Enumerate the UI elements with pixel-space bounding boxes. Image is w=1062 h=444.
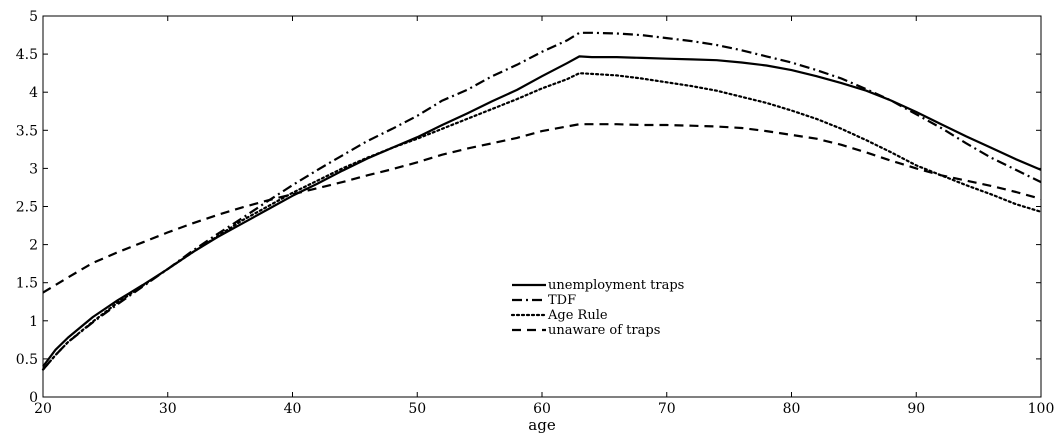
y-tick-label: 3 (29, 161, 38, 177)
x-tick-label: 30 (159, 401, 177, 417)
y-tick-label: 4 (29, 85, 38, 101)
x-tick-label: 70 (658, 401, 676, 417)
series-line-unaware-of-traps (42, 123, 1042, 294)
y-tick-label: 2.5 (16, 200, 38, 216)
y-tick-label: 2 (29, 238, 38, 254)
x-tick-label: 80 (783, 401, 801, 417)
y-tick-label: 5 (29, 9, 38, 25)
legend-label-unaware-of-traps: unaware of traps (548, 323, 660, 338)
x-tick-label: 90 (907, 401, 925, 417)
legend-label-unemployment-traps: unemployment traps (548, 278, 684, 293)
plot-frame (42, 15, 1042, 398)
y-tick-label: 1.5 (16, 276, 38, 292)
x-tick-label: 50 (408, 401, 426, 417)
legend-label-age-rule: Age Rule (547, 308, 608, 323)
series-line-age-rule (41, 72, 1043, 371)
x-tick-label: 40 (284, 401, 302, 417)
y-tick-label: 3.5 (16, 123, 38, 139)
series-layer (41, 31, 1043, 371)
series-line-unemployment-traps (42, 55, 1042, 368)
x-tick-label: 60 (533, 401, 551, 417)
series-line-tdf (42, 31, 1042, 371)
x-tick-label: 20 (34, 401, 52, 417)
legend-label-tdf: TDF (548, 293, 576, 308)
y-tick-label: 0 (29, 390, 38, 406)
x-axis-label: age (528, 416, 556, 434)
y-tick-label: 4.5 (16, 47, 38, 63)
ticks-layer: 20 30 40 50 60 70 80 90 100 0 0.5 1 1.5 2 2.5 3 3.5 4 4.5 5 (16, 9, 1055, 417)
y-tick-label: 1 (29, 314, 38, 330)
x-tick-label: 100 (1028, 401, 1055, 417)
y-tick-label: 0.5 (16, 352, 38, 368)
